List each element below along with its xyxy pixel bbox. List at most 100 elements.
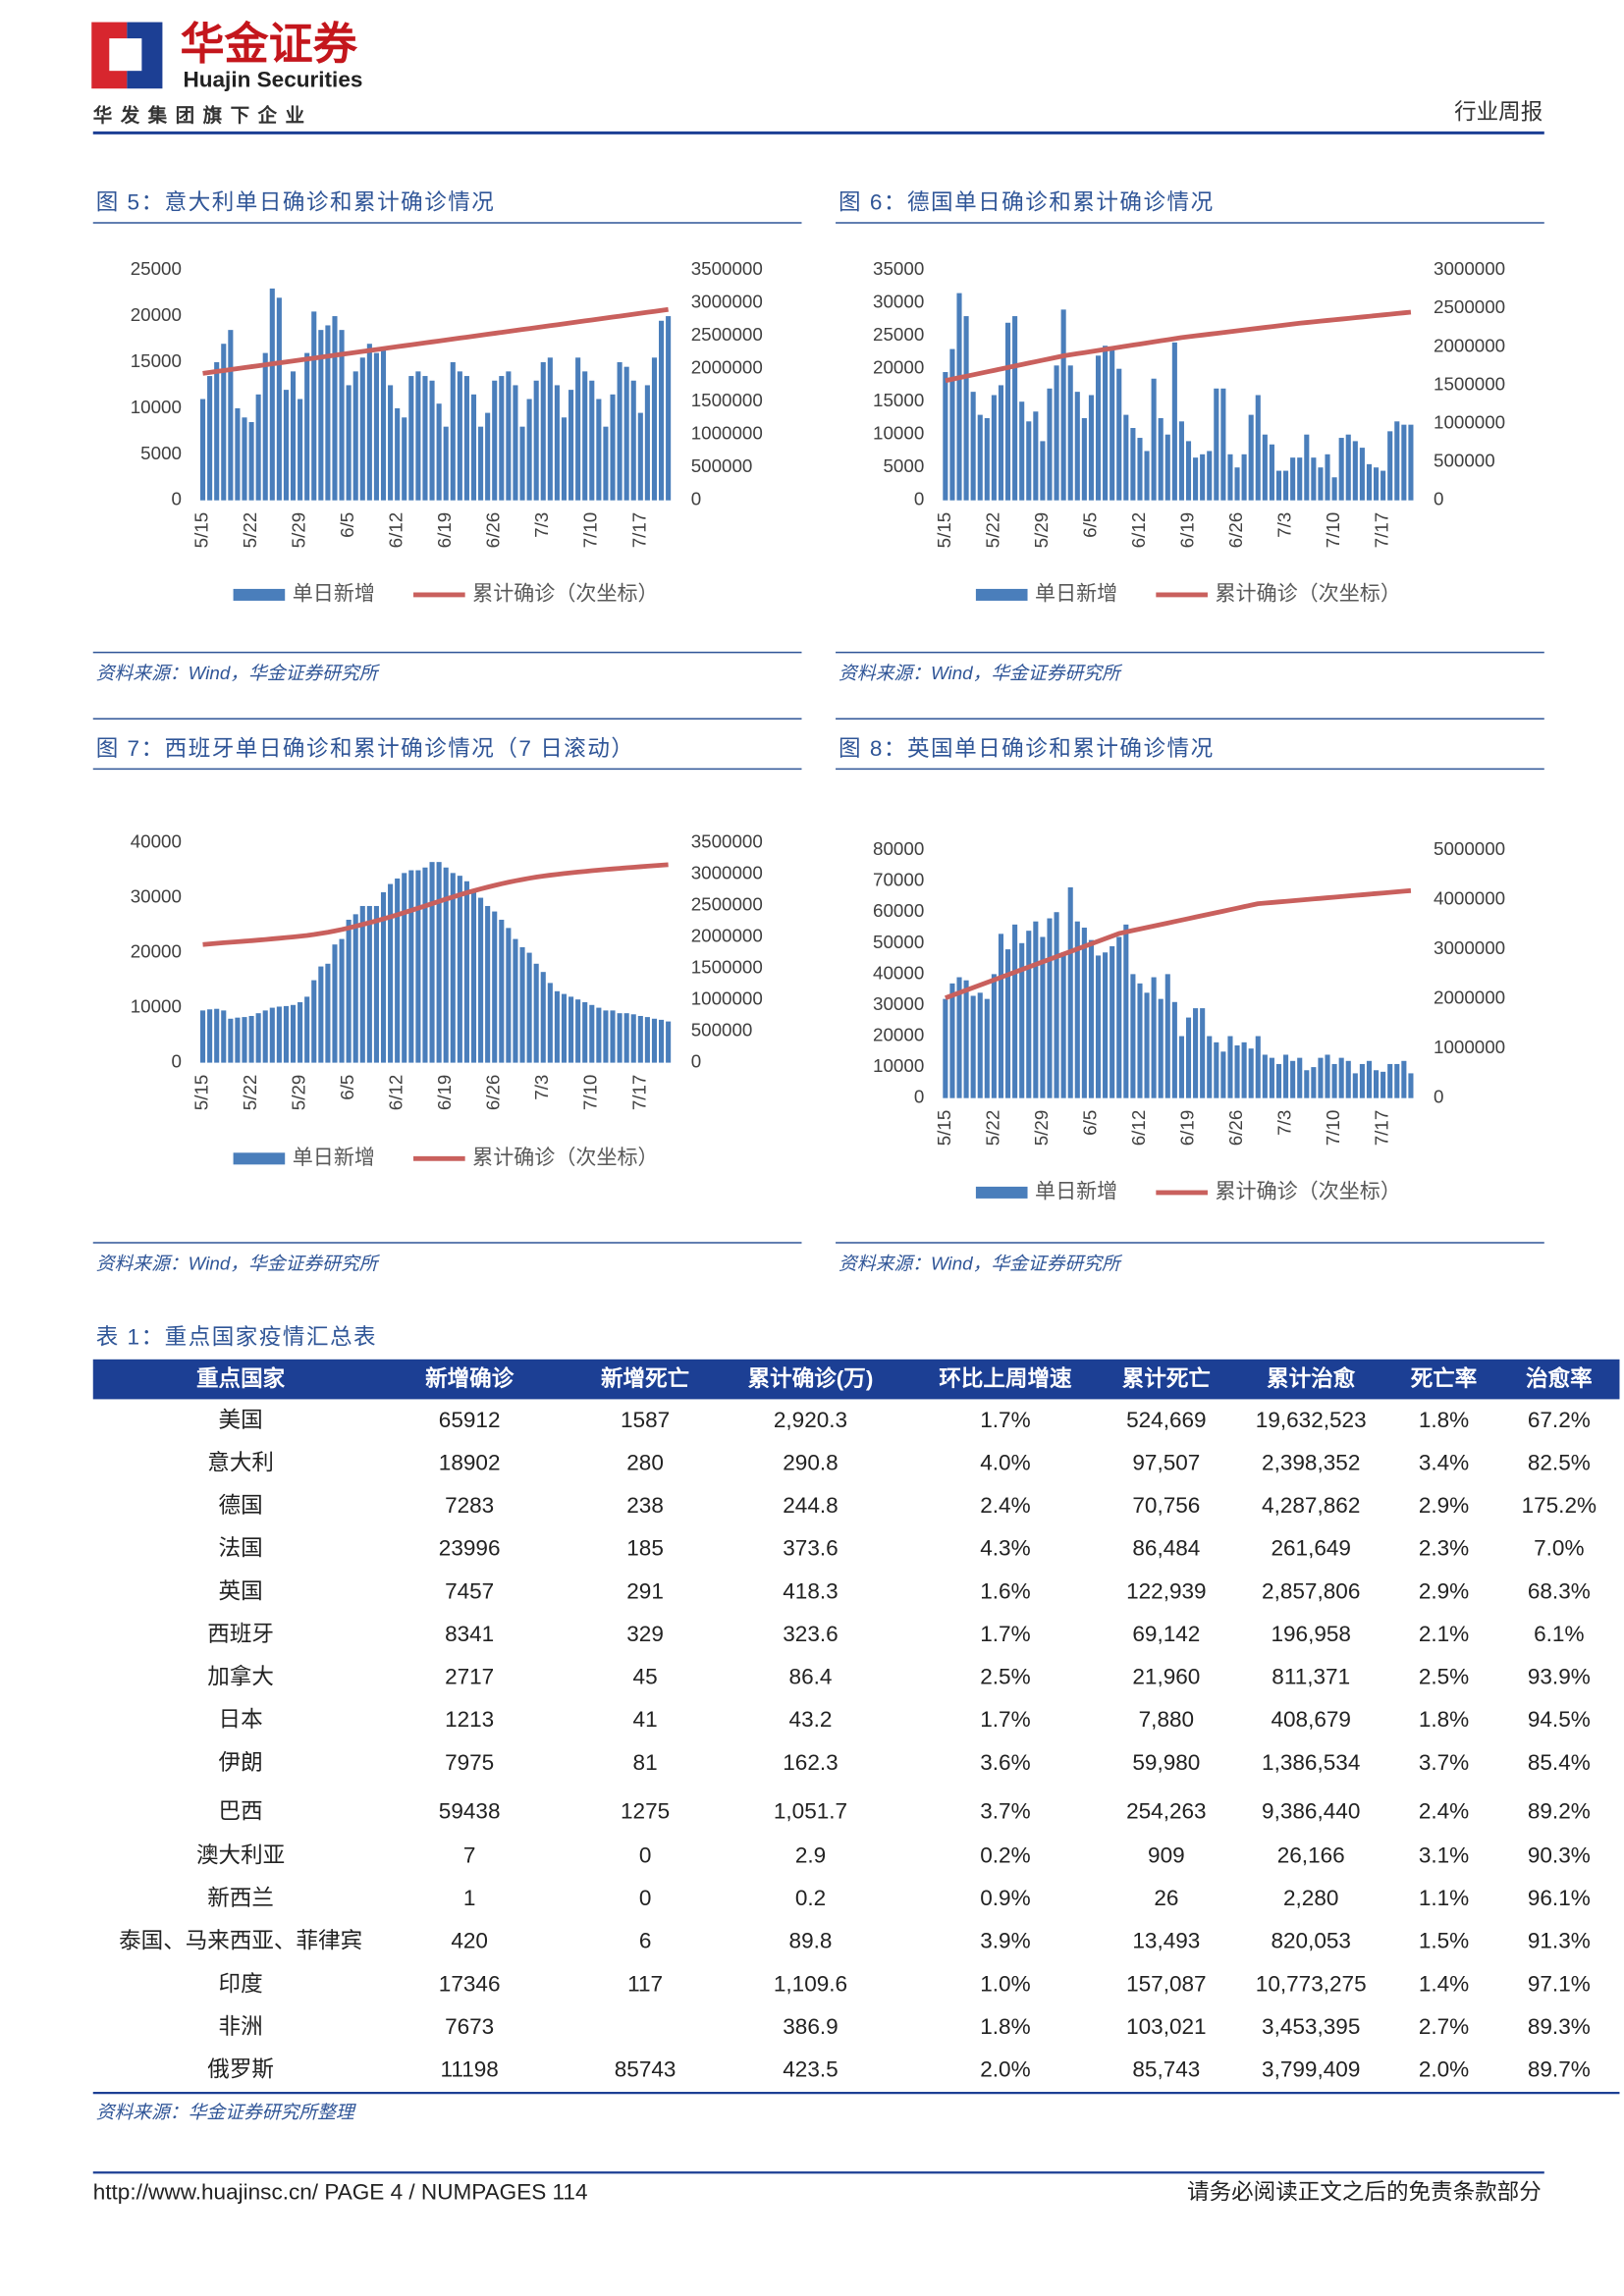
- y2-tick-label: 2000000: [691, 357, 763, 378]
- table-cell: 1.6%: [980, 1578, 1030, 1603]
- bar: [1380, 470, 1386, 501]
- table-cell: 日本: [219, 1707, 263, 1732]
- bar: [596, 1007, 602, 1063]
- table-cell: 26: [1154, 1886, 1178, 1910]
- table-cell: 244.8: [783, 1493, 838, 1518]
- figure-title: 图 7：西班牙单日确诊和累计确诊情况（7 日滚动）: [96, 736, 635, 761]
- table-cell: 2.0%: [1419, 2057, 1469, 2082]
- figure-source: 资料来源：Wind，华金证券研究所: [839, 663, 1123, 683]
- bar: [637, 1015, 643, 1063]
- bar: [575, 999, 581, 1063]
- table-cell: 7,880: [1139, 1707, 1194, 1732]
- bar: [561, 993, 568, 1063]
- bar: [269, 288, 275, 501]
- bar: [526, 952, 532, 1063]
- bar: [568, 996, 574, 1063]
- bar: [977, 992, 983, 1098]
- footer-left: http://www.huajinsc.cn/ PAGE 4 / NUMPAGE…: [93, 2179, 588, 2204]
- table-cell: 2.4%: [1419, 1798, 1469, 1823]
- y2-tick-label: 500000: [1434, 451, 1495, 471]
- x-tick-label: 6/26: [483, 512, 504, 549]
- bar: [1331, 477, 1337, 501]
- table-cell: 41: [633, 1707, 658, 1732]
- y-tick-label: 10000: [873, 423, 924, 444]
- bar: [984, 417, 990, 501]
- table-cell: 43.2: [789, 1707, 833, 1732]
- table-cell: 澳大利亚: [196, 1842, 285, 1867]
- table-cell: 7673: [445, 2014, 494, 2039]
- bar: [325, 325, 331, 501]
- bar: [970, 392, 976, 501]
- table-cell: 2.0%: [980, 2057, 1030, 2082]
- y-tick-label: 15000: [873, 390, 924, 410]
- x-tick-label: 6/19: [1176, 512, 1197, 549]
- bar: [1040, 936, 1046, 1098]
- table-cell: 97,507: [1132, 1451, 1200, 1475]
- bar: [1311, 1067, 1317, 1098]
- bar: [956, 977, 962, 1098]
- bar: [283, 390, 290, 501]
- table-cell: 7283: [445, 1493, 494, 1518]
- bar: [603, 1010, 609, 1063]
- table-cell: 157,087: [1126, 1971, 1207, 1996]
- bar: [1095, 955, 1102, 1098]
- bar: [630, 380, 636, 501]
- x-tick-label: 6/26: [1225, 1110, 1246, 1147]
- bar: [1081, 928, 1087, 1098]
- table-cell: 0: [639, 1886, 652, 1910]
- bar: [1060, 952, 1066, 1098]
- table-cell: 408,679: [1271, 1707, 1351, 1732]
- bar: [1220, 388, 1226, 501]
- table-cell: 1.4%: [1419, 1971, 1469, 1996]
- bar: [1401, 1060, 1407, 1098]
- y2-tick-label: 1500000: [691, 957, 763, 978]
- x-tick-label: 6/12: [386, 512, 406, 549]
- bar: [235, 407, 241, 501]
- table-cell: 90.3%: [1528, 1842, 1591, 1867]
- table-cell: 23996: [439, 1536, 501, 1561]
- y2-tick-label: 2000000: [1434, 988, 1505, 1008]
- bar: [415, 371, 421, 501]
- bar: [214, 361, 220, 501]
- y-tick-label: 0: [172, 1051, 182, 1072]
- table-cell: 524,669: [1126, 1408, 1207, 1432]
- table-cell: 7457: [445, 1578, 494, 1603]
- bar: [617, 1013, 623, 1063]
- table-cell: 2,857,806: [1262, 1578, 1360, 1603]
- bar: [610, 1010, 616, 1063]
- bar: [402, 873, 407, 1063]
- table-cell: 巴西: [219, 1798, 263, 1823]
- bar: [1060, 309, 1066, 501]
- bar: [1171, 1001, 1177, 1098]
- bar: [1269, 1057, 1274, 1098]
- table-cell: 2,920.3: [774, 1408, 847, 1432]
- bar: [443, 426, 449, 501]
- table-cell: 1.7%: [980, 1707, 1030, 1732]
- bar: [506, 371, 512, 501]
- bar: [255, 1013, 261, 1063]
- y-tick-label: 15000: [131, 350, 182, 371]
- y2-tick-label: 1500000: [1434, 373, 1505, 394]
- figure-source: 资料来源：Wind，华金证券研究所: [96, 1254, 381, 1274]
- x-tick-label: 6/26: [483, 1075, 504, 1111]
- table-cell: 印度: [219, 1971, 263, 1996]
- bar: [207, 1009, 213, 1063]
- y-tick-label: 5000: [883, 455, 924, 476]
- x-tick-label: 5/22: [240, 1075, 260, 1111]
- bar: [1047, 918, 1053, 1098]
- table-cell: 2.9%: [1419, 1578, 1469, 1603]
- bar: [617, 361, 623, 501]
- line: [202, 862, 669, 947]
- table-cell: 86,484: [1132, 1536, 1200, 1561]
- legend-label: 单日新增: [293, 582, 375, 606]
- table-cell: 俄罗斯: [207, 2057, 274, 2082]
- table-cell: 3.7%: [1419, 1750, 1469, 1775]
- table-cell: 泰国、马来西亚、菲律宾: [119, 1929, 362, 1953]
- table-cell: 96.1%: [1528, 1886, 1591, 1910]
- bar: [1095, 355, 1102, 501]
- bar: [519, 946, 525, 1063]
- table-cell: 10,773,275: [1256, 1971, 1367, 1996]
- bar: [318, 966, 324, 1063]
- table-cell: 82.5%: [1528, 1451, 1591, 1475]
- bar: [359, 357, 365, 501]
